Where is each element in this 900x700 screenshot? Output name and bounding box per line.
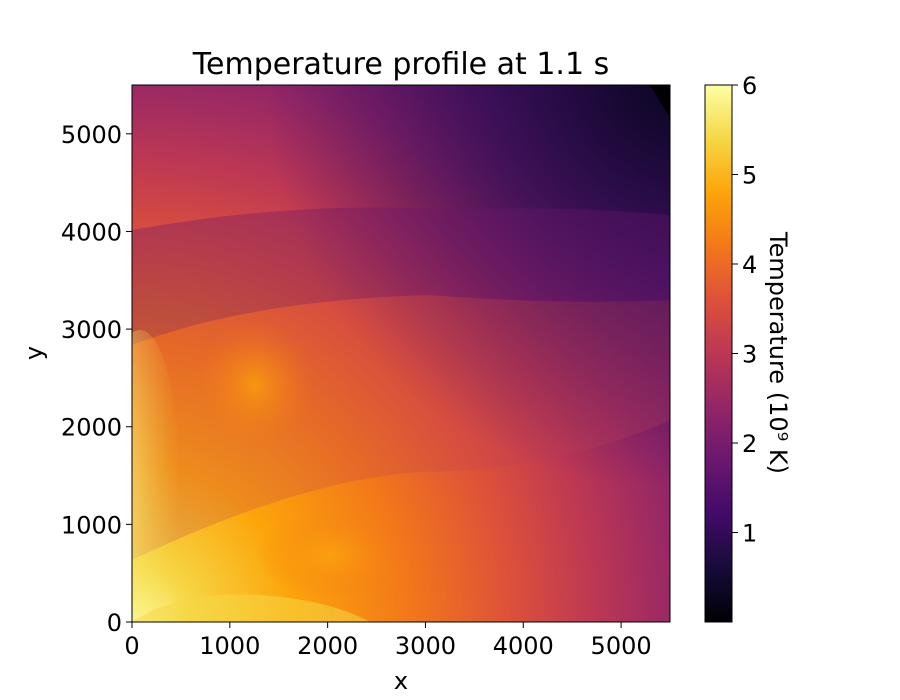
y-tick-label: 0: [107, 609, 122, 637]
y-tick-label: 2000: [61, 414, 122, 442]
x-axis-ticks: 0 1000 2000 3000 4000 5000: [124, 622, 652, 660]
chart-title: Temperature profile at 1.1 s: [192, 47, 609, 82]
y-axis-label: y: [20, 346, 48, 360]
colorbar-tick-label: 2: [742, 430, 757, 458]
colorbar: [704, 84, 733, 623]
x-tick-label: 4000: [493, 632, 554, 660]
y-tick-label: 5000: [61, 121, 122, 149]
x-tick-label: 3000: [395, 632, 456, 660]
colorbar-tick-label: 4: [742, 251, 757, 279]
colorbar-tick-label: 1: [742, 520, 757, 548]
heatmap-image: [132, 85, 670, 622]
y-axis-ticks: 0 1000 2000 3000 4000 5000: [61, 121, 132, 637]
y-tick-label: 1000: [61, 511, 122, 539]
x-tick-label: 1000: [199, 632, 260, 660]
colorbar-tick-label: 3: [742, 341, 757, 369]
plot-frame: [131, 84, 671, 623]
x-tick-label: 2000: [297, 632, 358, 660]
x-tick-label: 5000: [591, 632, 652, 660]
colorbar-tick-label: 6: [742, 72, 757, 100]
colorbar-ticks: 1 2 3 4 5 6: [732, 72, 757, 548]
y-tick-label: 3000: [61, 316, 122, 344]
colorbar-tick-label: 5: [742, 162, 757, 190]
y-tick-label: 4000: [61, 218, 122, 246]
x-tick-label: 0: [124, 632, 139, 660]
x-axis-label: x: [394, 667, 408, 695]
colorbar-label: Temperature (10⁹ K): [764, 231, 792, 474]
